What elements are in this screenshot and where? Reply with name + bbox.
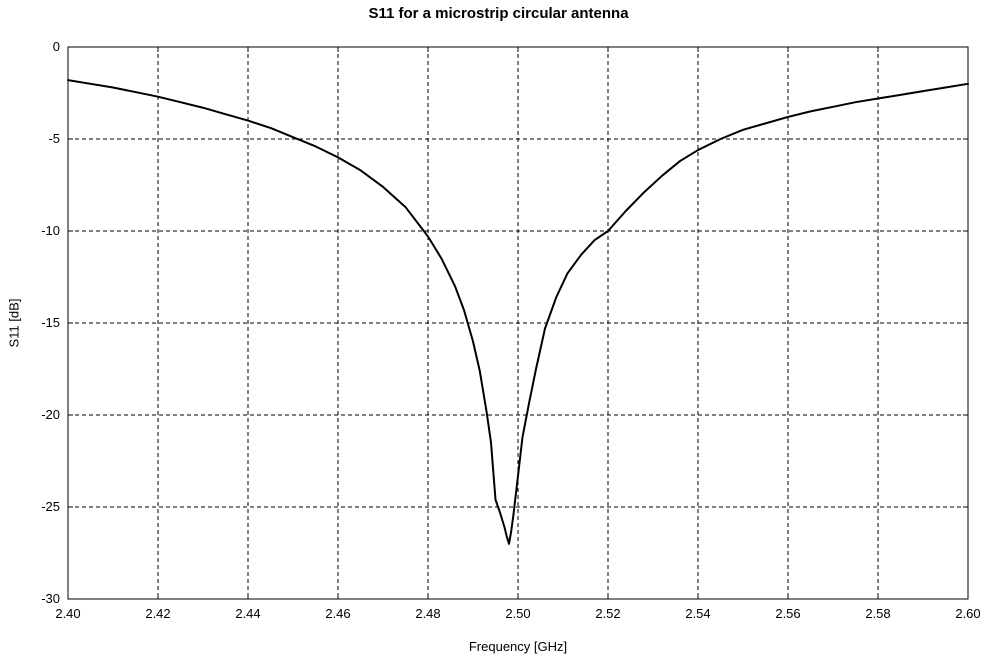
x-tick-label: 2.56 (775, 606, 800, 621)
x-tick-label: 2.42 (145, 606, 170, 621)
x-tick-label: 2.50 (505, 606, 530, 621)
y-tick-label: -15 (41, 315, 60, 330)
x-tick-label: 2.58 (865, 606, 890, 621)
x-tick-label: 2.52 (595, 606, 620, 621)
x-axis-label: Frequency [GHz] (468, 639, 568, 654)
chart-title: S11 for a microstrip circular antenna (368, 5, 629, 22)
y-tick-label: -5 (48, 131, 60, 146)
y-tick-label: -25 (41, 499, 60, 514)
y-tick-label: -10 (41, 223, 60, 238)
x-tick-label: 2.54 (685, 606, 710, 621)
s11-curve (67, 79, 969, 545)
x-tick-label: 2.44 (235, 606, 260, 621)
y-tick-label: 0 (53, 39, 60, 54)
x-tick-label: 2.48 (415, 606, 440, 621)
x-tick-label: 2.46 (325, 606, 350, 621)
y-tick-label: -20 (41, 407, 60, 422)
x-tick-label: 2.60 (955, 606, 980, 621)
y-tick-label: -30 (41, 591, 60, 606)
x-tick-label: 2.40 (55, 606, 80, 621)
